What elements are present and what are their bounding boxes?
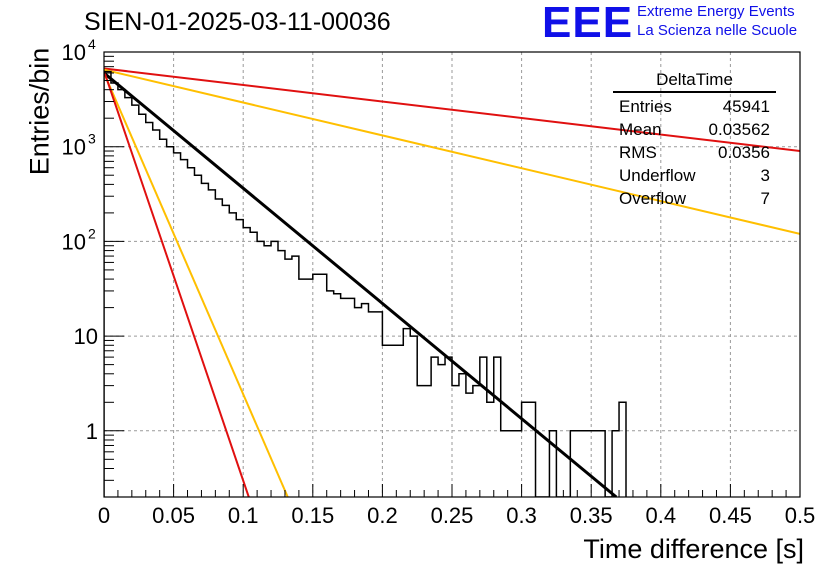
curve-slow-orange xyxy=(104,68,800,235)
stats-label: RMS xyxy=(619,143,657,162)
stats-row-entries: Entries 45941 xyxy=(613,95,776,118)
org-name: Extreme Energy Events xyxy=(637,3,795,20)
y-axis-label: Entries/bin xyxy=(24,47,55,176)
stats-value: 45941 xyxy=(722,97,770,116)
stats-row-rms: RMS 0.0356 xyxy=(613,141,776,164)
x-tick-label: 0.3 xyxy=(506,503,537,528)
curve-exponential-fit xyxy=(104,71,618,497)
stats-label: Entries xyxy=(619,97,672,116)
y-tick-label: 10 xyxy=(62,135,86,160)
eee-logo: EEE xyxy=(542,0,634,47)
y-tick-label: 10 xyxy=(62,229,86,254)
stats-row-mean: Mean 0.03562 xyxy=(613,118,776,141)
x-tick-label: 0.45 xyxy=(709,503,752,528)
x-tick-label: 0 xyxy=(98,503,110,528)
y-tick-label: 1 xyxy=(86,419,98,444)
stats-value: 7 xyxy=(760,189,770,208)
stats-label: Underflow xyxy=(619,166,696,185)
chart-title: SIEN-01-2025-03-11-00036 xyxy=(84,8,391,36)
x-tick-label: 0.15 xyxy=(291,503,334,528)
stats-label: Overflow xyxy=(619,189,687,208)
y-tick-exponent: 3 xyxy=(88,131,96,147)
org-subtitle: La Scienza nelle Scuole xyxy=(637,22,798,39)
y-tick-label: 10 xyxy=(74,324,98,349)
curve-fast-orange xyxy=(104,72,289,497)
stats-value: 3 xyxy=(760,166,770,185)
x-axis-label: Time difference [s] xyxy=(583,534,804,564)
x-tick-label: 0.1 xyxy=(228,503,259,528)
curve-slow-red xyxy=(104,67,800,153)
stats-row-overflow: Overflow 7 xyxy=(613,187,776,210)
stats-label: Mean xyxy=(619,120,662,139)
histogram xyxy=(104,70,627,497)
stats-value: 0.0356 xyxy=(718,143,770,162)
stats-row-underflow: Underflow 3 xyxy=(613,164,776,187)
stats-box: DeltaTime Entries 45941 Mean 0.03562 RMS 0.… xyxy=(613,70,776,210)
x-tick-label: 0.5 xyxy=(785,503,816,528)
y-tick-exponent: 2 xyxy=(88,225,96,241)
x-tick-label: 0.05 xyxy=(152,503,195,528)
stats-name: DeltaTime xyxy=(613,70,776,93)
x-tick-label: 0.35 xyxy=(570,503,613,528)
x-tick-label: 0.25 xyxy=(431,503,474,528)
y-tick-exponent: 4 xyxy=(88,36,96,52)
x-tick-label: 0.2 xyxy=(367,503,398,528)
x-tick-label: 0.4 xyxy=(646,503,677,528)
stats-value: 0.03562 xyxy=(708,120,770,139)
curve-fast-red xyxy=(104,70,250,497)
y-tick-label: 10 xyxy=(62,40,86,65)
